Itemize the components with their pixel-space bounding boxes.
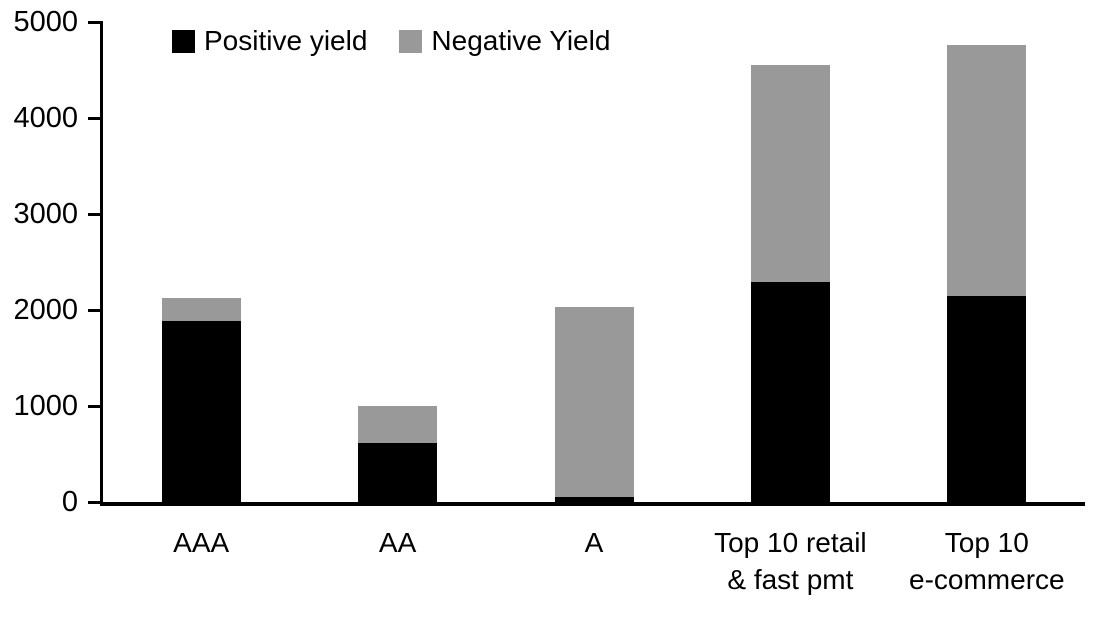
legend-item: Negative Yield xyxy=(399,26,610,56)
legend-swatch-icon xyxy=(172,29,195,53)
x-axis-category-label: A xyxy=(584,527,604,558)
y-axis-tick xyxy=(88,405,103,408)
x-axis-category-label: AAA xyxy=(173,527,230,558)
x-axis-category-label: Top 10 e-commerce xyxy=(909,527,1065,595)
legend-label: Positive yield xyxy=(204,25,368,56)
bar-segment-positive-yield xyxy=(750,282,830,502)
bar-segment-negative-yield xyxy=(554,307,634,498)
bar-segment-positive-yield xyxy=(161,320,241,502)
legend-label: Negative Yield xyxy=(431,25,611,56)
bar-segment-negative-yield xyxy=(947,45,1027,296)
y-axis-tick-label: 2000 xyxy=(13,294,78,326)
legend-item: Positive yield xyxy=(172,26,367,56)
y-axis-tick xyxy=(88,21,103,24)
plot-area xyxy=(100,22,1085,506)
y-axis-tick-label: 4000 xyxy=(13,102,78,134)
y-axis-tick-label: 0 xyxy=(61,486,78,518)
x-axis-category-label: Top 10 retail & fast pmt xyxy=(714,527,867,595)
chart-legend: Positive yield Negative Yield xyxy=(172,26,610,56)
y-axis-tick-label: 1000 xyxy=(13,390,78,422)
bar-segment-negative-yield xyxy=(161,298,241,321)
y-axis-tick-label: 3000 xyxy=(13,198,78,230)
x-axis-category-label: AA xyxy=(378,527,417,558)
y-axis-tick xyxy=(88,117,103,120)
y-axis-tick xyxy=(88,309,103,312)
bar-segment-negative-yield xyxy=(750,65,830,283)
y-axis-tick xyxy=(88,213,103,216)
bar-segment-positive-yield xyxy=(554,497,634,502)
y-axis-tick-label: 5000 xyxy=(13,6,78,38)
legend-swatch-icon xyxy=(399,29,423,53)
y-axis-tick xyxy=(88,501,103,504)
bar-segment-negative-yield xyxy=(358,406,438,444)
bar-segment-positive-yield xyxy=(947,295,1027,502)
bar-segment-positive-yield xyxy=(358,443,438,502)
